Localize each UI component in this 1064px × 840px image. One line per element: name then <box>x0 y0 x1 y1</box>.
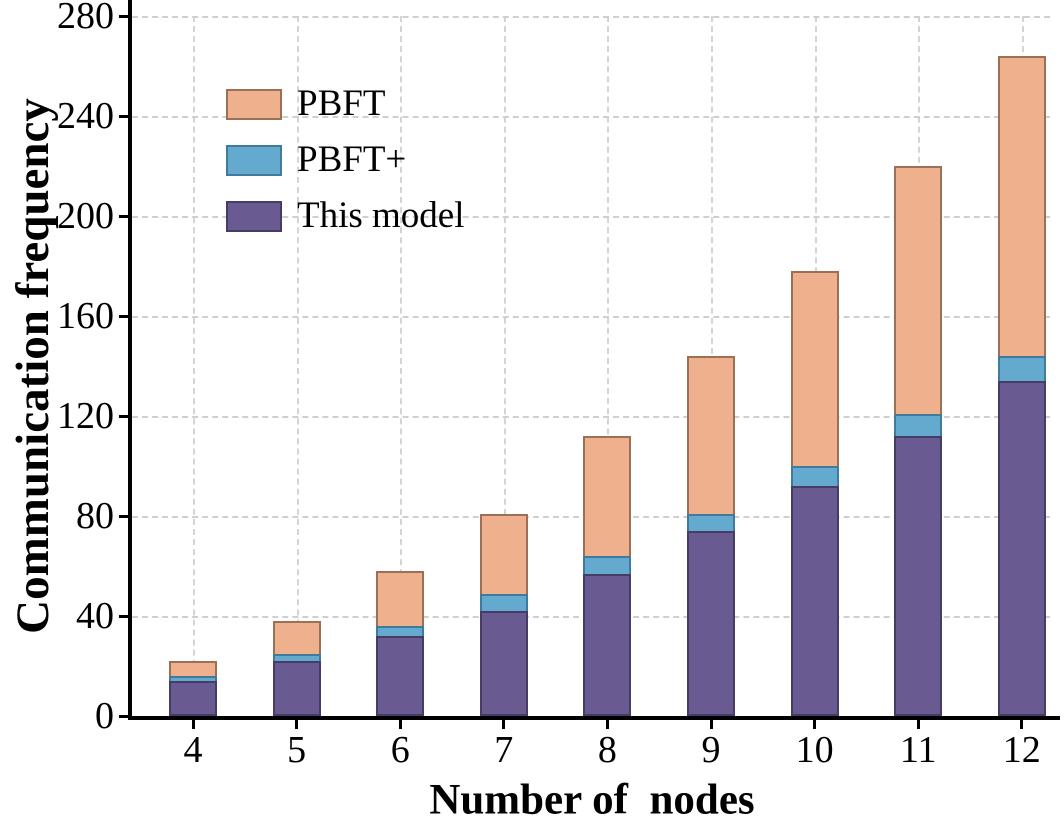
gridline-y-160 <box>132 316 1050 318</box>
x-tick-label-7: 7 <box>494 729 514 771</box>
y-tick-240 <box>119 114 128 118</box>
bar-this-model-n11 <box>894 436 943 716</box>
x-tick-label-8: 8 <box>597 729 617 771</box>
x-tick-label-9: 9 <box>701 729 721 771</box>
gridline-x-8 <box>607 16 610 716</box>
x-tick-11 <box>916 720 920 729</box>
bar-this-model-n7 <box>479 611 528 716</box>
y-tick-label-120: 120 <box>57 395 114 437</box>
bar-this-model-n9 <box>687 531 735 716</box>
y-tick-200 <box>119 214 128 218</box>
x-tick-5 <box>295 720 299 729</box>
y-tick-label-200: 200 <box>57 195 114 237</box>
x-axis-spine <box>128 716 1060 720</box>
gridline-x-7 <box>503 16 506 716</box>
x-axis-title: Number of nodes <box>429 776 755 824</box>
legend-label-pbft: PBFT <box>297 83 386 124</box>
gridline-x-5 <box>296 16 299 716</box>
y-axis-title: Communication frequency <box>7 98 59 634</box>
y-tick-120 <box>119 414 128 418</box>
x-tick-10 <box>813 720 817 729</box>
legend-swatch-this-model <box>226 200 282 232</box>
bar-this-model-n12 <box>997 381 1046 716</box>
gridline-y-280 <box>132 16 1050 18</box>
gridline-x-6 <box>400 16 403 716</box>
bar-this-model-n4 <box>169 681 217 716</box>
legend-swatch-pbft- <box>226 144 282 176</box>
x-tick-12 <box>1020 720 1024 729</box>
y-tick-40 <box>119 614 128 618</box>
x-tick-label-6: 6 <box>390 729 410 771</box>
y-tick-80 <box>119 514 128 518</box>
y-tick-label-280: 280 <box>57 0 114 37</box>
y-tick-label-40: 40 <box>76 595 114 637</box>
legend-item-pbft: PBFT <box>226 84 465 124</box>
legend-item-pbft-: PBFT+ <box>226 140 465 180</box>
x-tick-7 <box>502 720 506 729</box>
y-tick-label-160: 160 <box>57 295 114 337</box>
gridline-y-200 <box>132 216 1050 218</box>
x-tick-6 <box>398 720 402 729</box>
x-tick-8 <box>605 720 609 729</box>
legend: PBFT PBFT+ This model <box>226 84 465 252</box>
bar-this-model-n10 <box>790 486 839 716</box>
y-tick-0 <box>119 714 128 718</box>
bar-this-model-n5 <box>272 661 321 716</box>
x-tick-9 <box>709 720 713 729</box>
legend-item-this-model: This model <box>226 196 465 236</box>
x-tick-label-4: 4 <box>183 729 203 771</box>
x-tick-label-12: 12 <box>1002 729 1041 771</box>
y-tick-160 <box>119 314 128 318</box>
x-tick-label-5: 5 <box>287 729 307 771</box>
x-tick-4 <box>191 720 195 729</box>
y-tick-280 <box>119 14 128 18</box>
x-tick-label-11: 11 <box>899 729 937 771</box>
bar-this-model-n8 <box>583 573 632 716</box>
bar-this-model-n6 <box>376 636 425 716</box>
gridline-y-240 <box>132 116 1050 118</box>
legend-label-this-model: This model <box>297 195 465 236</box>
gridline-y-120 <box>132 416 1050 418</box>
legend-swatch-pbft <box>226 88 282 120</box>
y-tick-label-80: 80 <box>76 495 114 537</box>
y-axis-spine <box>128 0 132 720</box>
legend-label-pbft-: PBFT+ <box>297 139 407 180</box>
y-tick-label-240: 240 <box>57 95 114 137</box>
x-tick-label-10: 10 <box>795 729 834 771</box>
gridline-x-4 <box>193 16 195 716</box>
y-tick-label-0: 0 <box>95 695 114 737</box>
